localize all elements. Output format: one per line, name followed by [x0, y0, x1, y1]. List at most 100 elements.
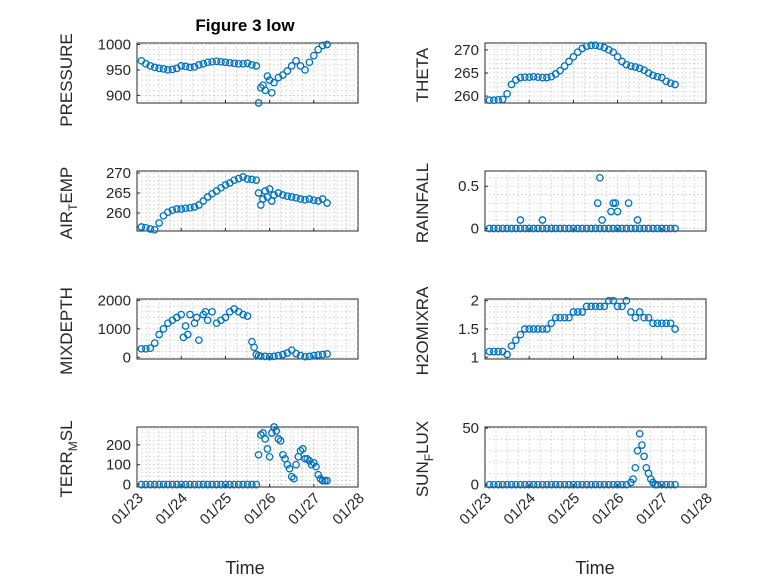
- sun-flux-data-point: [629, 475, 637, 483]
- mixdepth-data-point: [181, 322, 190, 330]
- theta-data-point: [560, 62, 569, 70]
- air-temp-y-ticks: 260 265 270: [106, 165, 140, 222]
- air-temp-data-point: [274, 189, 283, 197]
- pressure-data-point: [301, 66, 309, 74]
- h2omixra-data-point: [644, 313, 653, 322]
- terr-msl-y-label-rest: SL: [57, 420, 76, 441]
- rainfall-data-point: [613, 207, 622, 216]
- h2omixra-data-point: [543, 325, 551, 333]
- theta-data-point: [503, 89, 511, 98]
- mixdepth-data-point: [221, 313, 230, 322]
- mixdepth-data-point: [243, 312, 252, 320]
- mixdepth-data-point: [159, 325, 168, 333]
- rainfall-x-ticks: [484, 228, 707, 231]
- air-temp-y-tick-label: 260: [106, 205, 131, 222]
- terr-msl-x-tick-label: 01/25: [197, 490, 236, 529]
- pressure-data-point: [186, 63, 194, 72]
- h2omixra-data-point: [613, 302, 622, 311]
- pressure-data-point: [199, 59, 208, 68]
- air-temp-data-point: [221, 181, 230, 189]
- terr-msl-data-point: [221, 480, 230, 489]
- terr-msl-y-tick-label: 0: [123, 477, 131, 494]
- pressure-data-point: [243, 59, 252, 68]
- h2omixra-data-point: [596, 302, 604, 311]
- air-temp-data-point: [230, 176, 239, 185]
- rainfall-data-point: [512, 224, 520, 233]
- pressure-y-ticks: 900 950 1000: [98, 37, 140, 104]
- pressure-data-point: [234, 59, 243, 68]
- h2omixra-data-point: [520, 325, 529, 333]
- sun-flux-data-point: [498, 480, 507, 489]
- h2omixra-data-point: [494, 347, 503, 356]
- sun-flux-y-label-subscript: F: [422, 454, 436, 461]
- sun-flux-x-tick-label: 01/23: [456, 490, 495, 529]
- pressure-x-ticks: [136, 100, 359, 103]
- h2omixra-data-point: [671, 325, 679, 333]
- air-temp-y-tick-label: 270: [106, 165, 131, 182]
- terr-msl-x-tick-label: 01/23: [108, 490, 147, 529]
- sun-flux-x-tick-label: 01/26: [589, 490, 628, 529]
- mixdepth-data-point: [292, 349, 300, 358]
- h2omixra-data-point: [666, 319, 675, 328]
- h2omixra-data-point: [649, 319, 657, 328]
- h2omixra-plot: 11.52 H2OMIXRA: [413, 286, 707, 375]
- h2omixra-data-point: [525, 325, 534, 333]
- rainfall-data-point: [525, 224, 534, 233]
- sun-flux-x-tick-label: 01/27: [633, 490, 672, 529]
- sun-flux-data-point: [503, 480, 511, 489]
- h2omixra-data-point: [604, 296, 613, 305]
- sun-flux-y-label-main: SUN: [413, 461, 432, 497]
- air-temp-y-label: AIRTEMP: [57, 167, 80, 240]
- pressure-data-point: [190, 63, 199, 71]
- pressure-data-point: [314, 45, 323, 54]
- mixdepth-data-point: [250, 343, 258, 352]
- air-temp-data-point: [309, 196, 318, 205]
- theta-data-point: [653, 72, 662, 81]
- air-temp-data-point: [263, 193, 272, 201]
- theta-data-point: [622, 60, 631, 69]
- theta-data-point: [520, 73, 529, 82]
- air-temp-data-point: [252, 176, 261, 185]
- rainfall-data-point: [609, 199, 618, 207]
- sun-flux-data-point: [671, 480, 679, 489]
- h2omixra-data-point: [591, 302, 600, 311]
- sun-flux-data-point: [587, 480, 595, 489]
- pressure-data-point: [181, 62, 190, 71]
- rainfall-data-point: [611, 199, 620, 207]
- terr-msl-data-point: [186, 480, 194, 489]
- air-temp-data-point: [234, 174, 243, 183]
- sun-flux-data-point: [529, 480, 538, 489]
- sun-flux-data-point: [525, 480, 534, 489]
- sun-flux-data-point: [649, 478, 657, 487]
- pressure-data-point: [292, 56, 300, 65]
- rainfall-data-point: [631, 224, 640, 233]
- pressure-plot-frame: [136, 42, 359, 104]
- h2omixra-data-point: [635, 308, 644, 316]
- theta-data-point: [644, 69, 653, 77]
- left-x-axis-label: Time: [225, 558, 264, 578]
- pressure-data-point: [159, 65, 168, 73]
- h2omixra-data-point: [640, 313, 648, 322]
- theta-data-point: [494, 95, 503, 104]
- sun-flux-x-tick-label: 01/28: [677, 490, 716, 529]
- rainfall-data-point: [573, 224, 582, 233]
- pressure-markers: [137, 40, 331, 107]
- rainfall-y-tick-label: 0: [471, 220, 479, 237]
- air-temp-data-point: [177, 205, 186, 213]
- terr-msl-data-point: [230, 480, 239, 489]
- terr-msl-data-point: [137, 480, 146, 489]
- theta-data-point: [512, 76, 520, 84]
- sun-flux-y-tick-label: 0: [471, 477, 479, 494]
- theta-data-point: [538, 73, 547, 82]
- pressure-data-point: [267, 88, 276, 97]
- sun-flux-markers: [485, 429, 679, 489]
- theta-y-ticks: 260 265 270: [454, 42, 488, 105]
- theta-data-point: [485, 96, 494, 105]
- terr-msl-data-point: [181, 480, 190, 489]
- mixdepth-data-point: [309, 351, 318, 360]
- pressure-data-point: [195, 61, 203, 69]
- pressure-data-point: [203, 58, 212, 67]
- terr-msl-y-tick-label: 100: [106, 457, 131, 474]
- theta-data-point: [556, 66, 564, 75]
- terr-msl-data-point: [225, 480, 234, 489]
